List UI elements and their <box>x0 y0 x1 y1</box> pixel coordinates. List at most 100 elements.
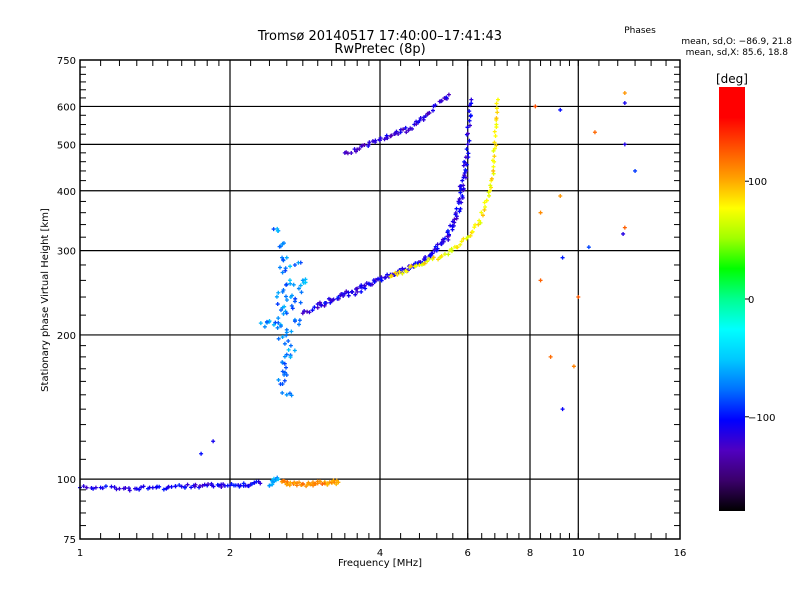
data-point <box>400 266 405 271</box>
data-point <box>193 482 198 487</box>
data-point <box>284 333 289 338</box>
data-point <box>229 481 234 486</box>
colorbar-ticks: 100 0 −100 <box>745 177 775 424</box>
data-point <box>571 364 576 369</box>
data-point <box>453 211 458 216</box>
data-point <box>538 210 543 215</box>
data-point <box>400 271 405 276</box>
data-point <box>281 311 286 316</box>
data-point <box>436 257 441 262</box>
data-point <box>465 131 470 136</box>
x-tick-label: 2 <box>227 548 233 559</box>
data-point <box>458 184 463 189</box>
data-point <box>468 123 473 128</box>
data-point <box>298 300 303 305</box>
data-point <box>456 199 461 204</box>
data-point <box>450 227 455 232</box>
data-point <box>465 125 470 130</box>
data-point <box>401 127 406 132</box>
data-point <box>81 484 86 489</box>
data-point <box>280 390 285 395</box>
y-tick-label: 200 <box>57 331 76 342</box>
data-point <box>430 108 435 113</box>
data-point <box>280 335 285 340</box>
data-point <box>283 370 288 375</box>
data-point <box>299 290 304 295</box>
chart-subtitle: RwPretec (8p) <box>334 42 425 57</box>
data-point <box>276 336 281 341</box>
data-point <box>410 126 415 131</box>
colorbar-label: [deg] <box>716 72 748 86</box>
data-point <box>467 138 472 143</box>
data-point <box>318 479 323 484</box>
colorbar-tick-label: −100 <box>748 413 775 424</box>
data-point <box>480 213 485 218</box>
data-point <box>460 194 465 199</box>
data-point <box>219 485 224 490</box>
data-point <box>283 268 288 273</box>
data-point <box>331 297 336 302</box>
data-point <box>464 147 469 152</box>
data-point <box>465 142 470 147</box>
x-axis-label: Frequency [MHz] <box>338 558 422 569</box>
data-point <box>457 196 462 201</box>
data-point <box>282 372 287 377</box>
data-point <box>281 241 286 246</box>
data-point <box>457 209 462 214</box>
data-point <box>310 308 315 313</box>
data-point <box>200 483 205 488</box>
data-point <box>495 110 500 115</box>
data-point <box>449 249 454 254</box>
data-point <box>292 348 297 353</box>
data-point <box>432 247 437 252</box>
data-point <box>622 90 627 95</box>
data-point <box>461 163 466 168</box>
data-point <box>404 269 409 274</box>
data-point <box>284 282 289 287</box>
data-point <box>134 486 139 491</box>
data-point <box>325 481 330 486</box>
data-point <box>445 228 450 233</box>
data-point <box>494 106 499 111</box>
x-tick-labels: 1 2 4 6 8 10 16 <box>77 548 687 559</box>
data-point <box>397 269 402 274</box>
data-point <box>139 485 144 490</box>
data-point <box>271 322 276 327</box>
data-point <box>285 479 290 484</box>
data-point <box>277 265 282 270</box>
data-point <box>468 233 473 238</box>
colorbar <box>719 87 745 511</box>
data-point <box>470 229 475 234</box>
data-point <box>322 300 327 305</box>
x-tick-label: 10 <box>572 548 585 559</box>
data-point <box>312 305 317 310</box>
y-tick-label: 750 <box>57 56 76 67</box>
data-point <box>357 146 362 151</box>
data-point <box>320 482 325 487</box>
data-point <box>548 354 553 359</box>
data-point <box>282 378 287 383</box>
data-point <box>363 286 368 291</box>
data-point <box>278 308 283 313</box>
data-point <box>454 206 459 211</box>
x-tick-label: 6 <box>465 548 471 559</box>
data-point <box>461 175 466 180</box>
data-point <box>495 97 500 102</box>
data-point <box>288 264 293 269</box>
data-point <box>286 347 291 352</box>
data-point <box>344 289 349 294</box>
data-point <box>288 281 293 286</box>
data-point <box>463 155 468 160</box>
data-point <box>282 341 287 346</box>
data-point <box>441 239 446 244</box>
data-point <box>355 289 360 294</box>
data-point <box>489 176 494 181</box>
data-point <box>414 263 419 268</box>
data-point <box>287 483 292 488</box>
data-point <box>488 183 493 188</box>
data-point <box>462 159 467 164</box>
data-point <box>345 151 350 156</box>
data-point <box>199 451 204 456</box>
data-point <box>459 200 464 205</box>
data-point <box>469 97 474 102</box>
